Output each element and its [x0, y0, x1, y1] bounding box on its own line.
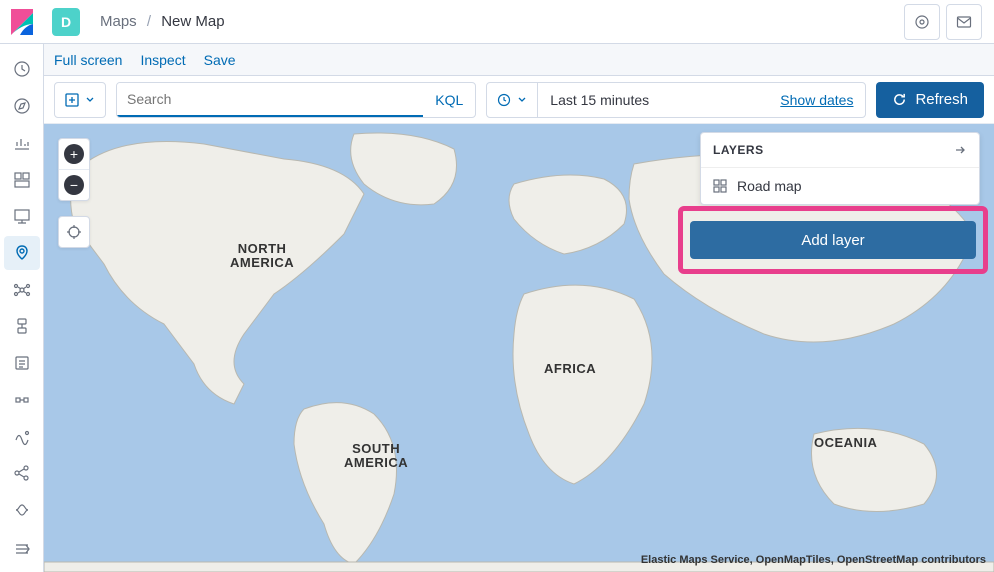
nav-discover-icon[interactable] [4, 89, 40, 124]
nav-graph-icon[interactable] [4, 456, 40, 491]
full-screen-link[interactable]: Full screen [54, 52, 122, 68]
refresh-icon [892, 92, 907, 107]
zoom-control: + − [58, 138, 90, 201]
kibana-logo[interactable] [0, 0, 44, 44]
mail-icon[interactable] [946, 4, 982, 40]
breadcrumb: Maps / New Map [100, 13, 225, 30]
time-range-text: Last 15 minutes [538, 92, 768, 108]
refresh-button[interactable]: Refresh [876, 82, 984, 118]
map-attribution: Elastic Maps Service, OpenMapTiles, Open… [641, 554, 986, 566]
search-bar: KQL [116, 82, 476, 118]
time-picker[interactable]: Last 15 minutes Show dates [486, 82, 866, 118]
label-north-america: NORTHAMERICA [230, 242, 294, 271]
toolbar: KQL Last 15 minutes Show dates Refresh [44, 76, 994, 124]
collapse-panel-icon[interactable] [953, 143, 967, 157]
nav-ml-icon[interactable] [4, 272, 40, 307]
nav-infra-icon[interactable] [4, 309, 40, 344]
show-dates-link[interactable]: Show dates [768, 92, 865, 108]
label-south-america: SOUTHAMERICA [344, 442, 408, 471]
breadcrumb-current: New Map [161, 13, 224, 30]
nav-logs-icon[interactable] [4, 346, 40, 381]
zoom-in-button[interactable]: + [59, 139, 89, 169]
nav-canvas-icon[interactable] [4, 199, 40, 234]
chevron-down-icon [517, 95, 527, 105]
breadcrumb-separator: / [147, 13, 151, 30]
map-canvas[interactable]: NORTHAMERICA SOUTHAMERICA AFRICA OCEANIA… [44, 124, 994, 572]
breadcrumb-root[interactable]: Maps [100, 13, 137, 30]
left-nav [0, 44, 44, 572]
nav-dashboard-icon[interactable] [4, 162, 40, 197]
nav-recent-icon[interactable] [4, 52, 40, 87]
inspect-link[interactable]: Inspect [140, 52, 185, 68]
grid-icon [713, 179, 727, 193]
nav-visualize-icon[interactable] [4, 125, 40, 160]
layer-label: Road map [737, 178, 802, 194]
nav-collapse-icon[interactable] [4, 531, 40, 566]
zoom-out-button[interactable]: − [59, 170, 89, 200]
locate-button[interactable] [58, 216, 90, 248]
subheader: Full screen Inspect Save [44, 44, 994, 76]
space-selector[interactable]: D [52, 8, 80, 36]
search-input[interactable] [117, 83, 423, 117]
label-oceania: OCEANIA [814, 436, 877, 450]
filter-button[interactable] [54, 82, 106, 118]
newsfeed-icon[interactable] [904, 4, 940, 40]
save-link[interactable]: Save [204, 52, 236, 68]
calendar-icon [497, 93, 511, 107]
nav-apm-icon[interactable] [4, 382, 40, 417]
layers-title: LAYERS [713, 143, 764, 157]
add-layer-button[interactable]: Add layer [690, 221, 976, 259]
nav-uptime-icon[interactable] [4, 419, 40, 454]
space-letter: D [61, 14, 71, 30]
layers-panel: LAYERS Road map [700, 132, 980, 205]
label-africa: AFRICA [544, 362, 596, 376]
nav-maps-icon[interactable] [4, 236, 40, 271]
kql-toggle[interactable]: KQL [423, 92, 475, 108]
layer-item[interactable]: Road map [701, 168, 979, 204]
refresh-label: Refresh [915, 91, 968, 108]
nav-siem-icon[interactable] [4, 493, 40, 528]
chevron-down-icon [85, 95, 95, 105]
filter-icon [65, 93, 79, 107]
crosshair-icon [66, 224, 82, 240]
highlight-annotation: Add layer [678, 206, 988, 274]
add-layer-label: Add layer [801, 232, 864, 249]
topbar: D Maps / New Map [0, 0, 994, 44]
